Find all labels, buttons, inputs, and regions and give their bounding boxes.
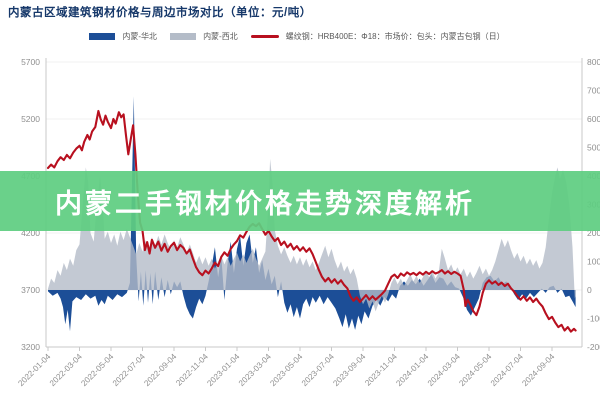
x-axis-tick-label: 2023-05-04 [268,352,304,388]
x-axis-tick-label: 2022-09-04 [142,352,178,388]
right-axis-tick-label: 100 [587,257,600,267]
promo-banner: 内蒙二手钢材价格走势深度解析 [0,171,600,231]
left-axis-tick-label: 5700 [21,57,40,67]
x-axis-tick-label: 2024-05-04 [457,352,493,388]
legend-label-northwest: 内蒙-西北 [203,32,238,41]
left-axis-tick-label: 3700 [21,285,40,295]
legend-swatch-rebar-line [250,35,279,38]
x-axis-tick-label: 2023-03-04 [237,352,273,388]
right-axis-tick-label: -100 [587,314,600,324]
x-axis-tick-label: 2022-03-04 [48,352,84,388]
x-axis-tick-label: 2022-07-04 [111,352,147,388]
right-axis-tick-label: -200 [587,342,600,352]
chart-legend: 内蒙-华北 内蒙-西北 螺纹钢：HRB400E：Φ18：市场价：包头：内蒙古包钢… [0,31,600,42]
x-axis-tick-label: 2022-05-04 [79,352,115,388]
x-axis-tick-label: 2022-01-04 [16,352,52,388]
right-axis-tick-label: 700 [587,86,600,96]
legend-label-rebar-line: 螺纹钢：HRB400E：Φ18：市场价：包头：内蒙古包钢（日） [285,32,505,41]
x-axis-tick-label: 2024-07-04 [489,352,525,388]
right-axis-tick-label: 200 [587,228,600,238]
x-axis-tick-label: 2024-09-04 [520,352,556,388]
promo-banner-text: 内蒙二手钢材价格走势深度解析 [55,188,475,220]
legend-label-north-china: 内蒙-华北 [122,32,158,41]
x-axis-tick-label: 2023-07-04 [300,352,336,388]
right-axis-tick-label: 800 [587,57,600,67]
x-axis-tick-label: 2024-01-04 [394,352,430,388]
left-axis-tick-label: 3200 [21,342,40,352]
left-axis-tick-label: 5200 [21,114,40,124]
x-axis-tick-label: 2023-01-04 [205,352,241,388]
right-axis-tick-label: 600 [587,114,600,124]
x-axis-tick-label: 2024-03-04 [426,352,462,388]
line-rebar-price-baotou [46,109,577,333]
legend-swatch-northwest [170,33,197,40]
legend-swatch-north-china [89,33,116,40]
left-axis-tick-label: 4200 [21,228,40,238]
right-axis-tick-label: 0 [587,285,592,295]
right-axis-tick-label: 500 [587,143,600,153]
chart-title: 内蒙古区域建筑钢材价格与周边市场对比（单位：元/吨） [8,7,312,19]
x-axis-tick-label: 2023-09-04 [331,352,367,388]
